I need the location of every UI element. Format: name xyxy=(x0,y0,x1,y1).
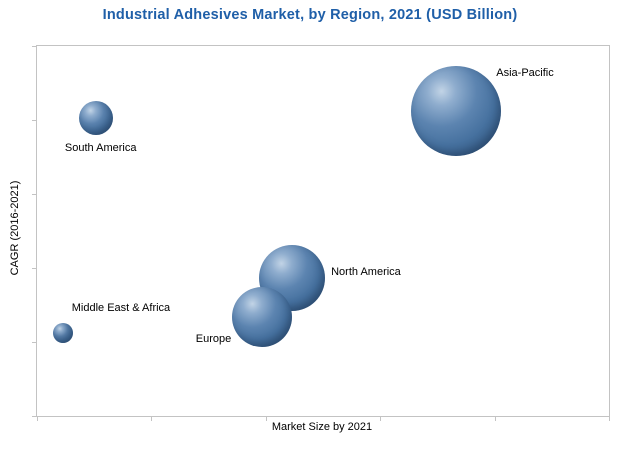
x-axis-tick xyxy=(37,416,38,421)
y-axis-tick xyxy=(32,268,37,269)
y-axis-tick xyxy=(32,194,37,195)
bubble-label-asia-pacific: Asia-Pacific xyxy=(496,67,554,80)
x-axis-label: Market Size by 2021 xyxy=(271,421,373,433)
bubble-europe xyxy=(231,286,292,347)
x-axis-tick xyxy=(609,416,610,421)
y-axis-tick xyxy=(32,416,37,417)
bubble-asia-pacific xyxy=(411,66,502,157)
chart-title: Industrial Adhesives Market, by Region, … xyxy=(102,7,518,23)
plot-area: South America Asia-Pacific North America Eu… xyxy=(32,45,610,421)
bubble-south-america xyxy=(78,101,113,136)
bubble-label-north-america: North America xyxy=(331,265,401,278)
bubble-middle-east-africa xyxy=(52,323,73,344)
x-axis-tick xyxy=(151,416,153,421)
bubble-label-middle-east-africa: Middle East & Africa xyxy=(71,302,171,315)
bubble-label-south-america: South America xyxy=(64,142,137,155)
bubble-label-europe: Europe xyxy=(195,332,232,345)
x-axis-tick xyxy=(380,416,382,421)
y-axis-tick xyxy=(32,120,37,121)
y-axis-tick xyxy=(32,342,37,343)
y-axis-label: CAGR (2016-2021) xyxy=(9,180,21,276)
y-axis-tick xyxy=(32,46,37,47)
x-axis-tick xyxy=(494,416,496,421)
x-axis-tick xyxy=(265,416,267,421)
